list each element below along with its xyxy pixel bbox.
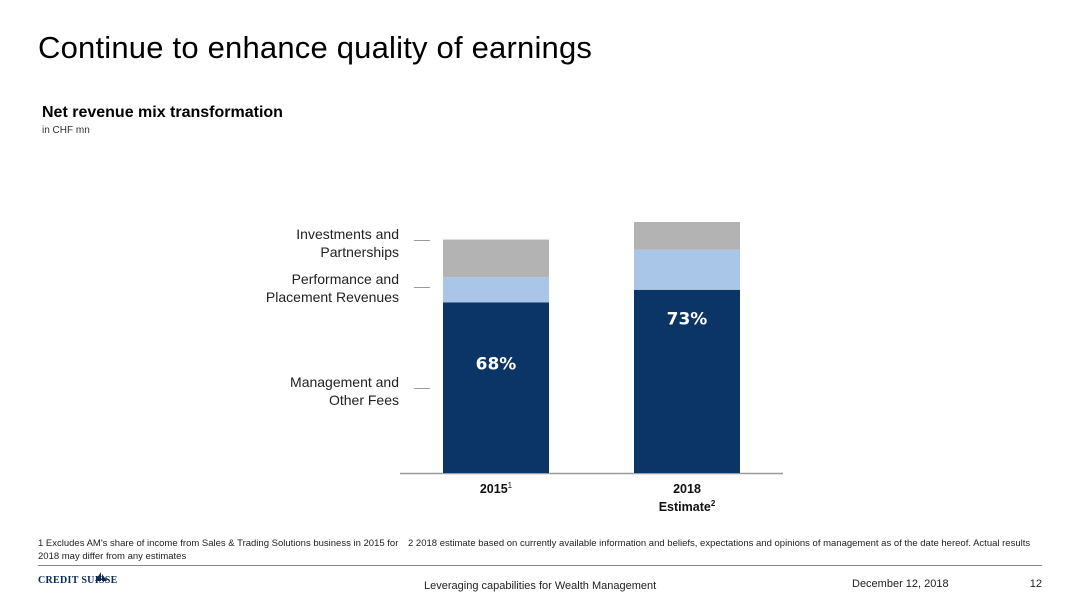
bar-segment-performance-0 — [443, 277, 549, 303]
chart-subtitle: Net revenue mix transformation — [42, 104, 283, 121]
legend-investments: Investments and Partnerships — [296, 225, 399, 261]
bar-segment-management-0 — [443, 302, 549, 473]
logo-text: CREDIT SUISSE — [38, 575, 118, 586]
footer-date: December 12, 2018 — [852, 578, 949, 590]
footer-divider — [38, 565, 1042, 566]
unit-label: in CHF mn — [42, 125, 90, 136]
legend-investments-line2: Partnerships — [320, 244, 399, 260]
page-number: 12 — [1029, 578, 1042, 590]
legend-management-line2: Other Fees — [328, 392, 399, 408]
bar-segment-investments-1 — [634, 222, 740, 250]
bar-segment-investments-0 — [443, 239, 549, 278]
category-label-1: 2018 Estimate2 — [659, 482, 716, 514]
footer-title: Leveraging capabilities for Wealth Manag… — [424, 580, 657, 592]
sails-icon — [95, 572, 107, 581]
legend-management: Management and Other Fees — [290, 373, 399, 409]
legend-performance-line2: Placement Revenues — [265, 289, 399, 305]
bar-segment-management-1 — [634, 289, 740, 473]
data-label-0: 68% — [476, 355, 517, 375]
bar-segment-performance-1 — [634, 249, 740, 290]
legend-investments-line1: Investments and — [296, 226, 399, 242]
data-label-1: 73% — [667, 309, 708, 329]
page-title: Continue to enhance quality of earnings — [38, 30, 593, 65]
legend-management-line1: Management and — [290, 374, 399, 390]
legend-performance-line1: Performance and — [291, 271, 399, 287]
legend-management-dash — [414, 388, 430, 389]
footnote-1: 1 Excludes AM's share of income from Sal… — [38, 538, 399, 562]
credit-suisse-logo: CREDIT SUISSE — [38, 572, 118, 586]
category-label-0: 20151 — [480, 481, 513, 496]
footnote-2: 2 2018 estimate based on currently avail… — [408, 538, 1031, 549]
legend-performance-dash — [414, 287, 430, 288]
legend-investments-dash — [414, 240, 430, 241]
legend-performance: Performance and Placement Revenues — [266, 270, 399, 306]
